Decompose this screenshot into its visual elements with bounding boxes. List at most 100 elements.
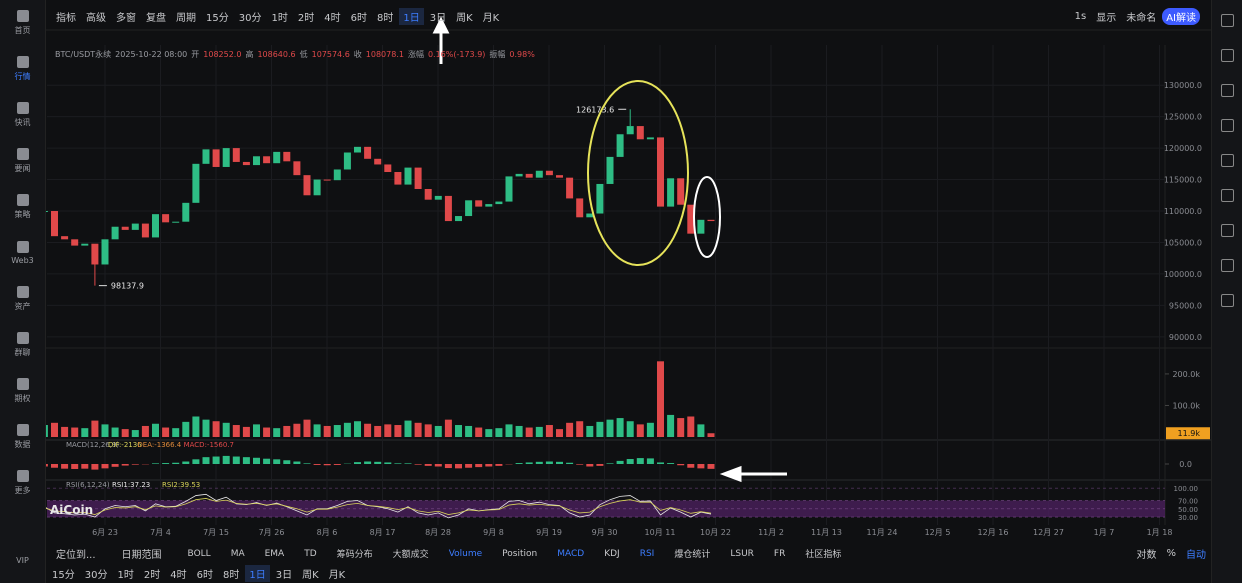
toolbar-button[interactable]: 1s (1074, 11, 1087, 22)
nav-label[interactable]: 更多 (14, 486, 31, 495)
macd-bar (152, 463, 159, 464)
indicator-button[interactable]: RSI (639, 548, 655, 559)
indicator-button[interactable]: 大额成交 (392, 550, 429, 560)
period-button[interactable]: 1时 (117, 570, 134, 581)
nav-label[interactable]: 快讯 (14, 118, 31, 127)
period-button[interactable]: 3日 (275, 570, 293, 581)
bottom-button[interactable]: 对数 (1136, 550, 1157, 561)
candle (313, 179, 321, 196)
toolbar-button[interactable]: 30分 (238, 13, 262, 24)
toolbar-button[interactable]: 15分 (206, 13, 229, 24)
volume-bar (273, 428, 281, 437)
toolbar-button[interactable]: 周期 (176, 13, 196, 24)
volume-bar (505, 424, 513, 437)
indicator-button[interactable]: 社区指标 (805, 550, 842, 560)
candle (323, 179, 331, 181)
macd-bar (81, 464, 89, 469)
period-button[interactable]: 30分 (84, 570, 108, 581)
period-button[interactable]: 4时 (170, 570, 187, 581)
indicator-button[interactable]: MACD (557, 548, 585, 559)
x-tick-label: 10月 11 (645, 528, 676, 537)
period-button[interactable]: 6时 (196, 570, 213, 581)
toolbar-button[interactable]: AI解读 (1162, 8, 1200, 25)
period-button[interactable]: 周K (302, 570, 319, 581)
nav-item[interactable]: 群聊 (15, 322, 31, 368)
x-tick-label: 11月 24 (867, 528, 898, 537)
toolbar-button[interactable]: 月K (482, 13, 500, 24)
indicator-button[interactable]: Volume (448, 548, 483, 559)
bottom-button[interactable]: 日期范围 (121, 550, 162, 561)
period-button[interactable]: 2时 (143, 570, 161, 581)
nav-item[interactable]: 更多 (15, 460, 31, 506)
volume-bar (485, 429, 493, 437)
volume-bar (606, 419, 614, 437)
x-tick-label: 1月 18 (1147, 528, 1173, 537)
candle (495, 201, 503, 205)
volume-bar (404, 420, 412, 437)
toolbar-button[interactable]: 6时 (350, 13, 367, 24)
candle (303, 175, 311, 196)
nav-item[interactable]: 数据 (15, 414, 31, 460)
nav-label[interactable]: 期权 (14, 394, 31, 403)
nav-label[interactable]: 群聊 (14, 348, 31, 357)
indicator-button[interactable]: 爆仓统计 (674, 550, 711, 560)
nav-label[interactable]: 首页 (14, 26, 31, 35)
volume-bar (576, 421, 584, 437)
toolbar-button[interactable]: 复盘 (146, 13, 166, 24)
nav-item[interactable]: 首页 (15, 0, 31, 46)
nav-item[interactable]: Web3 (11, 230, 34, 276)
candle (475, 200, 483, 207)
indicator-button[interactable]: LSUR (730, 548, 754, 559)
nav-label[interactable]: 策略 (14, 210, 31, 219)
toolbar-button[interactable]: 未命名 (1126, 13, 1157, 24)
period-button[interactable]: 8时 (222, 570, 240, 581)
toolbar-button[interactable]: 高级 (86, 13, 106, 24)
nav-item[interactable]: 快讯 (15, 92, 31, 138)
x-tick-label: 12月 16 (978, 528, 1009, 537)
volume-bar (455, 425, 462, 437)
indicator-button[interactable]: FR (773, 548, 786, 559)
pane-label: DEA:-1366.4 (137, 441, 181, 449)
macd-bar (242, 457, 250, 464)
nav-label[interactable]: Web3 (11, 256, 34, 265)
toolbar-button[interactable]: 多窗 (116, 13, 136, 24)
bottom-button[interactable]: 定位到... (56, 550, 96, 561)
period-button[interactable]: 15分 (52, 570, 75, 581)
toolbar-button[interactable]: 3日 (429, 13, 447, 24)
toolbar-button[interactable]: 8时 (376, 13, 394, 24)
indicator-button[interactable]: 筹码分布 (336, 550, 373, 560)
toolbar-button[interactable]: 周K (456, 13, 473, 24)
indicator-button[interactable]: Position (502, 548, 538, 559)
toolbar-button[interactable]: 4时 (324, 13, 341, 24)
bottom-button[interactable]: % (1166, 548, 1176, 559)
indicator-bar: 定位到... 日期范围 BOLL MA EMA TD 筹码分布 大额成交 Volume Posit… (52, 545, 1212, 562)
nav-label[interactable]: 资产 (14, 302, 31, 311)
toolbar-button[interactable]: 1日 (399, 8, 424, 25)
indicator-button[interactable]: MA (230, 548, 245, 559)
period-button[interactable]: 月K (328, 570, 346, 581)
nav-item[interactable]: 期权 (15, 368, 31, 414)
volume-bar (101, 424, 109, 437)
toolbar-button[interactable]: 2时 (297, 13, 315, 24)
period-button[interactable]: 1日 (245, 565, 270, 582)
indicator-button[interactable]: EMA (264, 548, 285, 559)
indicator-button[interactable]: TD (304, 548, 317, 559)
nav-item[interactable]: VIP (16, 537, 29, 583)
nav-label[interactable]: 要闻 (14, 164, 31, 173)
nav-item[interactable]: 行情 (15, 46, 31, 92)
nav-label[interactable]: 数据 (14, 440, 31, 449)
nav-label[interactable]: VIP (16, 555, 29, 565)
nav-item[interactable]: 策略 (15, 184, 31, 230)
volume-bar (566, 422, 574, 437)
indicator-button[interactable]: BOLL (187, 548, 211, 559)
nav-item[interactable]: 资产 (15, 276, 31, 322)
bottom-button[interactable]: 自动 (1186, 550, 1206, 561)
nav-item[interactable]: 要闻 (15, 138, 31, 184)
toolbar-button[interactable]: 1时 (271, 13, 288, 24)
indicator-button[interactable]: KDJ (604, 548, 620, 559)
macd-bar (202, 457, 210, 464)
nav-label[interactable]: 行情 (14, 72, 31, 81)
toolbar-button[interactable]: 指标 (56, 13, 76, 24)
toolbar-button[interactable]: 显示 (1096, 13, 1117, 24)
volume-bar (646, 422, 654, 437)
